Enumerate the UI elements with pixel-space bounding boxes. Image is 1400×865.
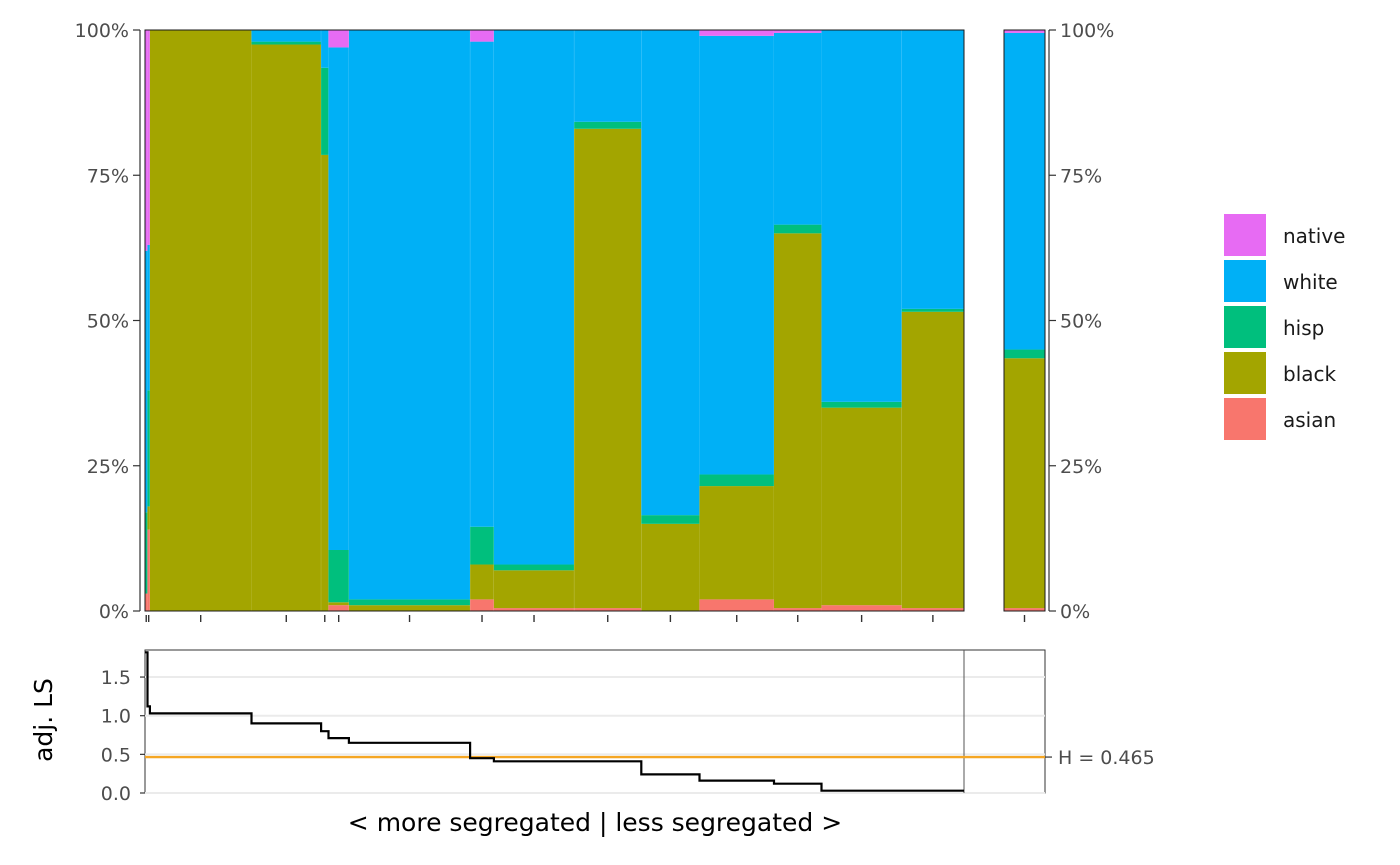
unit-12-asian-segment <box>699 599 774 611</box>
legend-swatch-native <box>1224 214 1266 256</box>
legend-label-hisp: hisp <box>1283 316 1324 340</box>
right-y-tick-label: 0% <box>1060 601 1090 623</box>
step-panel-frame <box>145 650 1045 793</box>
unit-6-white-segment <box>328 47 348 550</box>
mosaic-panel <box>145 30 1045 611</box>
legend-label-native: native <box>1283 224 1345 248</box>
unit-5-black-segment <box>321 155 328 611</box>
right-y-tick-label: 100% <box>1060 20 1114 42</box>
unit-6-asian-segment <box>328 605 348 611</box>
h-reference-label: H = 0.465 <box>1058 747 1155 769</box>
unit-6-hisp-segment <box>328 550 348 602</box>
unit-8-native-segment <box>470 30 494 42</box>
unit-9-white-segment <box>494 30 574 565</box>
legend-swatch-hisp <box>1224 306 1266 348</box>
legend-label-asian: asian <box>1283 408 1336 432</box>
unit-2-asian-segment <box>147 530 149 611</box>
left-y-tick-label: 75% <box>87 165 129 187</box>
unit-12-black-segment <box>699 486 774 599</box>
total-bar-white-segment <box>1004 33 1045 350</box>
unit-2-black-segment <box>147 506 149 529</box>
step-y-tick-label: 1.5 <box>101 667 131 689</box>
unit-12-hisp-segment <box>699 474 774 486</box>
unit-7-white-segment <box>349 30 470 599</box>
unit-4-black-segment <box>251 45 321 611</box>
right-y-tick-label: 25% <box>1060 456 1102 478</box>
legend: native white hisp black asian <box>1224 214 1345 440</box>
unit-5-white-segment <box>321 30 328 68</box>
unit-8-black-segment <box>470 565 494 600</box>
unit-13-hisp-segment <box>774 225 822 234</box>
unit-9-black-segment <box>494 570 574 608</box>
unit-3-black-segment <box>150 30 252 611</box>
unit-11-white-segment <box>641 30 699 515</box>
ls-step-panel: 0.0 0.5 1.0 1.5 H = 0.465 <box>101 650 1155 805</box>
unit-15-hisp-segment <box>902 309 964 312</box>
step-y-tick-label: 0.5 <box>101 744 131 766</box>
unit-11-black-segment <box>641 524 699 611</box>
step-y-tick-label: 1.0 <box>101 706 131 728</box>
unit-7-black-segment <box>349 605 470 611</box>
unit-10-hisp-segment <box>574 122 641 129</box>
legend-label-white: white <box>1283 270 1338 294</box>
legend-swatch-white <box>1224 260 1266 302</box>
unit-9-hisp-segment <box>494 565 574 571</box>
legend-swatch-black <box>1224 352 1266 394</box>
left-y-tick-label: 100% <box>75 20 129 42</box>
left-y-tick-label: 0% <box>99 601 129 623</box>
unit-4-white-segment <box>251 30 321 42</box>
unit-14-black-segment <box>821 408 901 606</box>
unit-14-hisp-segment <box>821 402 901 408</box>
unit-12-native-segment <box>699 30 774 36</box>
unit-10-white-segment <box>574 30 641 122</box>
unit-7-hisp-segment <box>349 599 470 605</box>
unit-5-hisp-segment <box>321 68 328 155</box>
y-axis-title: adj. LS <box>29 678 58 762</box>
unit-6-black-segment <box>328 602 348 605</box>
unit-13-white-segment <box>774 33 822 225</box>
right-y-tick-label: 75% <box>1060 165 1102 187</box>
unit-4-hisp-segment <box>251 42 321 45</box>
unit-8-hisp-segment <box>470 527 494 565</box>
left-y-tick-label: 25% <box>87 456 129 478</box>
unit-10-black-segment <box>574 129 641 608</box>
step-y-tick-label: 0.0 <box>101 783 131 805</box>
unit-14-asian-segment <box>821 605 901 611</box>
unit-11-hisp-segment <box>641 515 699 524</box>
unit-12-white-segment <box>699 36 774 475</box>
unit-2-native-segment <box>147 30 149 245</box>
unit-15-black-segment <box>902 312 964 608</box>
legend-swatch-asian <box>1224 398 1266 440</box>
total-bar-hisp-segment <box>1004 350 1045 359</box>
unit-6-native-segment <box>328 30 348 47</box>
unit-13-black-segment <box>774 233 822 608</box>
legend-label-black: black <box>1283 362 1337 386</box>
unit-2-hisp-segment <box>147 390 149 506</box>
right-y-tick-label: 50% <box>1060 311 1102 333</box>
unit-14-white-segment <box>821 30 901 402</box>
unit-2-white-segment <box>147 245 149 390</box>
unit-15-white-segment <box>902 30 964 309</box>
unit-8-asian-segment <box>470 599 494 611</box>
unit-8-white-segment <box>470 42 494 527</box>
x-axis-title: < more segregated | less segregated > <box>348 808 842 837</box>
left-y-tick-label: 50% <box>87 311 129 333</box>
total-bar-black-segment <box>1004 358 1045 608</box>
